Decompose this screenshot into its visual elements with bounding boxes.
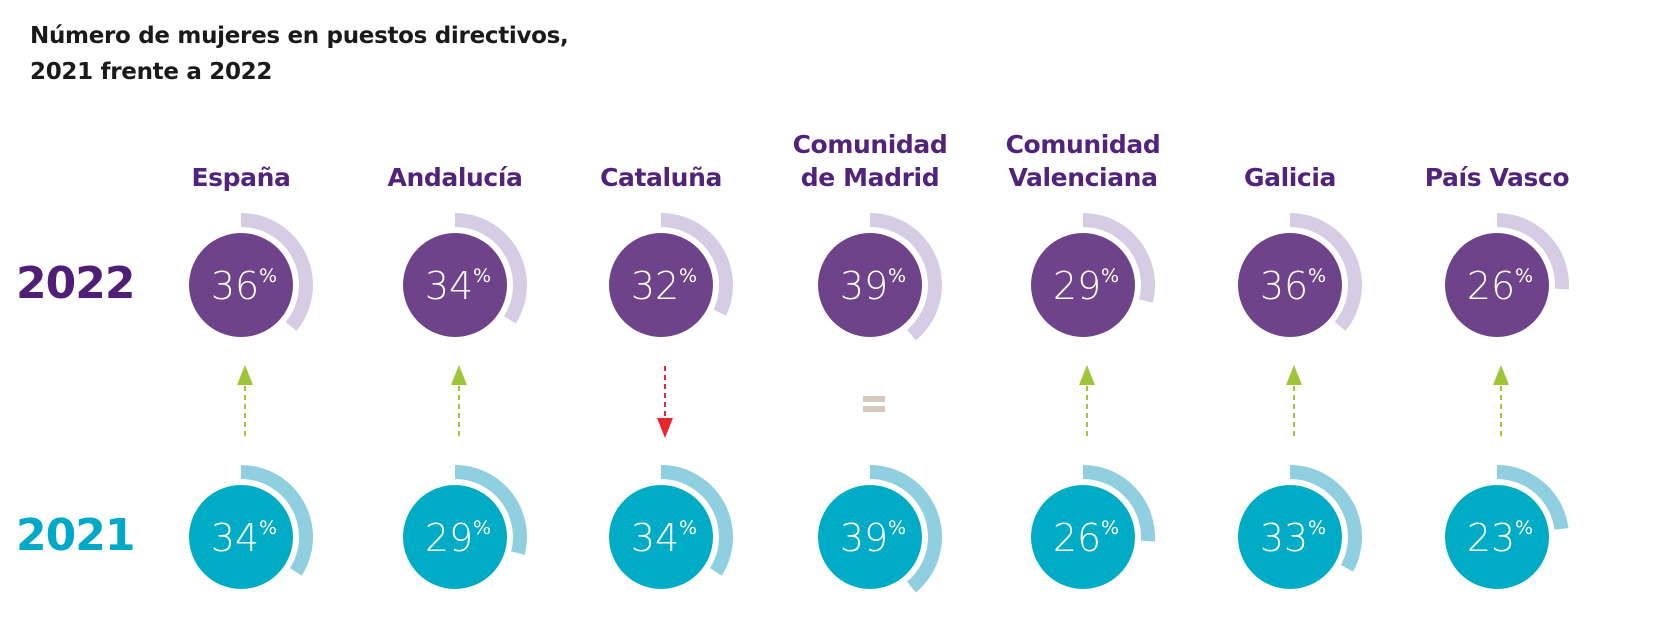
gauge-2021: 26% <box>1031 465 1155 589</box>
percent-sign: % <box>888 517 906 539</box>
progress-arc <box>870 213 942 341</box>
percent-sign: % <box>1308 265 1326 287</box>
region-label: Andalucía <box>345 161 565 194</box>
region-label: País Vasco <box>1387 161 1607 194</box>
arrow-up-icon <box>1286 365 1302 436</box>
progress-arc <box>1290 212 1362 331</box>
region-label-line: Andalucía <box>387 163 523 192</box>
percent-sign: % <box>1308 517 1326 539</box>
region-label-line: Cataluña <box>600 163 722 192</box>
progress-arc <box>241 465 313 576</box>
gauge-2021: 23% <box>1445 465 1569 589</box>
equal-icon <box>863 396 885 412</box>
value-label: 39 <box>840 264 888 308</box>
region-label: Comunidad de Madrid <box>760 128 980 194</box>
value-circle <box>818 233 922 337</box>
value-label: 29 <box>425 516 473 560</box>
arrow-up-icon <box>237 365 253 436</box>
gauge-2021: 34% <box>609 465 734 589</box>
value-circle <box>1445 485 1549 589</box>
value-circle <box>1238 485 1342 589</box>
progress-arc <box>1497 465 1569 530</box>
chart-title-line-2: 2021 frente a 2022 <box>30 59 273 85</box>
value-label: 34 <box>211 516 259 560</box>
progress-arc <box>1083 465 1155 542</box>
percent-sign: % <box>888 265 906 287</box>
value-circle <box>189 485 293 589</box>
value-circle <box>609 485 713 589</box>
progress-arc <box>241 212 313 331</box>
value-label: 34 <box>425 264 473 308</box>
region-label: Cataluña <box>551 161 771 194</box>
arrow-up-icon <box>1493 365 1509 436</box>
percent-sign: % <box>1515 265 1533 287</box>
region-label: España <box>131 161 351 194</box>
year-label-2022: 2022 <box>16 258 135 309</box>
arrow-down-icon <box>657 366 673 438</box>
percent-sign: % <box>1101 517 1119 539</box>
region-label-line: de Madrid <box>800 163 940 192</box>
progress-arc <box>455 213 527 324</box>
value-label: 33 <box>1260 516 1308 560</box>
gauge-2022: 39% <box>818 213 942 341</box>
region-label-line: España <box>191 163 291 192</box>
value-label: 34 <box>631 516 679 560</box>
region-label: Comunidad Valenciana <box>973 128 1193 194</box>
value-label: 26 <box>1467 264 1515 308</box>
progress-arc <box>661 465 734 576</box>
gauge-2022: 32% <box>609 213 733 337</box>
progress-arc <box>661 213 733 316</box>
value-label: 39 <box>840 516 888 560</box>
gauge-2022: 29% <box>1031 213 1155 337</box>
arrow-up-icon <box>1079 365 1095 436</box>
region-label-line: Valenciana <box>1008 163 1158 192</box>
region-label-line: Galicia <box>1244 163 1336 192</box>
progress-arc <box>1083 213 1155 303</box>
gauge-2022: 26% <box>1445 213 1569 337</box>
value-circle <box>818 485 922 589</box>
region-label-line: Comunidad <box>1005 130 1161 159</box>
chart-title: Número de mujeres en puestos directivos,… <box>30 18 569 90</box>
year-label-2021: 2021 <box>16 510 135 561</box>
percent-sign: % <box>1101 265 1119 287</box>
percent-sign: % <box>679 517 697 539</box>
value-circle <box>1238 233 1342 337</box>
gauge-2021: 29% <box>403 465 527 589</box>
gauge-2021: 33% <box>1238 465 1362 589</box>
value-circle <box>403 233 507 337</box>
region-label-line: País Vasco <box>1424 163 1570 192</box>
arrow-up-icon <box>451 365 467 436</box>
value-label: 29 <box>1053 264 1101 308</box>
percent-sign: % <box>679 265 697 287</box>
value-circle <box>1445 233 1549 337</box>
percent-sign: % <box>259 265 277 287</box>
chart-title-line-1: Número de mujeres en puestos directivos, <box>30 23 569 49</box>
value-label: 26 <box>1053 516 1101 560</box>
value-circle <box>189 233 293 337</box>
value-circle <box>609 233 713 337</box>
gauge-2022: 34% <box>403 213 527 337</box>
value-label: 36 <box>1260 264 1308 308</box>
gauge-2021: 34% <box>189 465 313 589</box>
value-label: 32 <box>631 264 679 308</box>
progress-arc <box>455 465 527 555</box>
progress-arc <box>870 465 942 593</box>
percent-sign: % <box>259 517 277 539</box>
region-label-line: Comunidad <box>792 130 948 159</box>
region-label: Galicia <box>1180 161 1400 194</box>
gauge-2022: 36% <box>189 212 313 337</box>
value-circle <box>1031 233 1135 337</box>
gauge-2022: 36% <box>1238 212 1362 337</box>
value-circle <box>1031 485 1135 589</box>
progress-arc <box>1290 465 1362 572</box>
value-label: 36 <box>211 264 259 308</box>
gauge-2021: 39% <box>818 465 942 593</box>
percent-sign: % <box>1515 517 1533 539</box>
value-circle <box>403 485 507 589</box>
value-label: 23 <box>1467 516 1515 560</box>
percent-sign: % <box>473 265 491 287</box>
progress-arc <box>1497 213 1569 290</box>
percent-sign: % <box>473 517 491 539</box>
